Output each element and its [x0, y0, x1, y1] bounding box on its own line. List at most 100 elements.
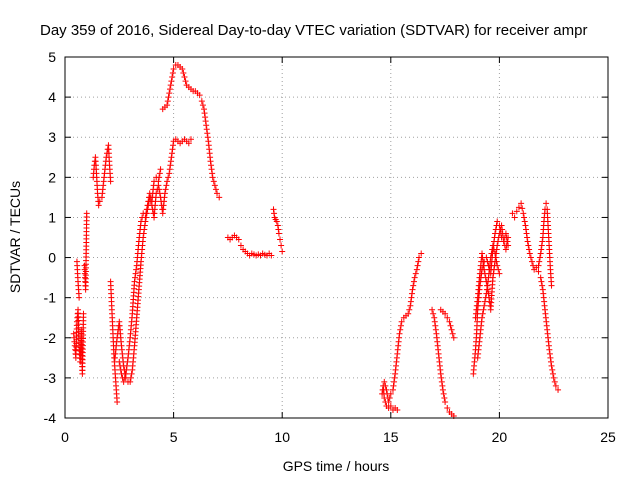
- data-point: [437, 370, 444, 377]
- data-point: [383, 386, 390, 393]
- data-point: [499, 226, 506, 233]
- data-point: [549, 370, 556, 377]
- data-point: [274, 222, 281, 229]
- data-point: [406, 306, 413, 313]
- data-point: [180, 70, 187, 77]
- data-point: [537, 274, 544, 281]
- data-point: [270, 206, 277, 213]
- data-point: [279, 248, 286, 255]
- y-tick-label: 4: [48, 89, 56, 105]
- data-point: [204, 134, 211, 141]
- data-point: [164, 178, 171, 185]
- data-point: [440, 390, 447, 397]
- data-point: [127, 378, 134, 385]
- data-point: [515, 204, 522, 211]
- data-point: [523, 230, 530, 237]
- data-point: [444, 404, 451, 411]
- data-point: [120, 378, 127, 385]
- data-point: [385, 398, 392, 405]
- data-point: [163, 182, 170, 189]
- data-point: [489, 242, 496, 249]
- data-point: [204, 130, 211, 137]
- data-point: [432, 326, 439, 333]
- data-point: [196, 92, 203, 99]
- x-tick-label: 15: [383, 429, 399, 445]
- data-point: [405, 310, 412, 317]
- data-point: [483, 286, 490, 293]
- data-point: [132, 274, 139, 281]
- data-point: [536, 258, 543, 265]
- data-point: [201, 106, 208, 113]
- data-point: [138, 218, 145, 225]
- data-point: [268, 252, 275, 259]
- data-point: [513, 208, 520, 215]
- data-point: [431, 318, 438, 325]
- data-point: [143, 206, 150, 213]
- data-point: [168, 150, 175, 157]
- y-tick-label: -2: [44, 330, 57, 346]
- data-point: [555, 386, 562, 393]
- data-point: [166, 86, 173, 93]
- data-point: [490, 246, 497, 253]
- data-point: [548, 362, 555, 369]
- data-point: [548, 282, 555, 289]
- data-point: [442, 398, 449, 405]
- data-point: [127, 374, 134, 381]
- data-point: [181, 74, 188, 81]
- data-point: [124, 358, 131, 365]
- data-point: [479, 254, 486, 261]
- data-point: [165, 174, 172, 181]
- data-point: [387, 390, 394, 397]
- data-point: [430, 310, 437, 317]
- data-point: [438, 374, 445, 381]
- data-point: [525, 242, 532, 249]
- data-point: [447, 322, 454, 329]
- data-point: [167, 162, 174, 169]
- data-point: [480, 258, 487, 265]
- data-point: [398, 318, 405, 325]
- data-point: [444, 314, 451, 321]
- data-point: [498, 222, 505, 229]
- data-point: [387, 402, 394, 409]
- data-point: [208, 166, 215, 173]
- data-point: [273, 218, 280, 225]
- data-point: [481, 266, 488, 273]
- data-point: [448, 326, 455, 333]
- data-point: [95, 202, 102, 209]
- x-tick-label: 20: [492, 429, 508, 445]
- data-point: [407, 302, 414, 309]
- data-point: [484, 282, 491, 289]
- data-point: [539, 282, 546, 289]
- data-point: [429, 306, 436, 313]
- data-point: [547, 358, 554, 365]
- data-point: [480, 306, 487, 313]
- y-tick-label: -4: [44, 410, 57, 426]
- data-point: [484, 278, 491, 285]
- data-point: [396, 330, 403, 337]
- data-point: [547, 354, 554, 361]
- data-point: [165, 94, 172, 101]
- data-point: [117, 362, 124, 369]
- data-point: [203, 126, 210, 133]
- data-point: [439, 382, 446, 389]
- data-point: [543, 200, 550, 207]
- data-point: [391, 378, 398, 385]
- data-point: [203, 122, 210, 129]
- data-point: [550, 374, 557, 381]
- data-point: [209, 170, 216, 177]
- data-point: [527, 254, 534, 261]
- data-point: [446, 318, 453, 325]
- data-point: [415, 258, 422, 265]
- data-point: [144, 202, 151, 209]
- data-point: [521, 218, 528, 225]
- data-point: [521, 214, 528, 221]
- data-point: [523, 226, 530, 233]
- data-point: [492, 250, 499, 257]
- x-tick-label: 25: [600, 429, 616, 445]
- data-point: [164, 98, 171, 105]
- data-point: [536, 254, 543, 261]
- data-point: [182, 78, 189, 85]
- data-point: [169, 74, 176, 81]
- x-axis-label: GPS time / hours: [283, 458, 390, 474]
